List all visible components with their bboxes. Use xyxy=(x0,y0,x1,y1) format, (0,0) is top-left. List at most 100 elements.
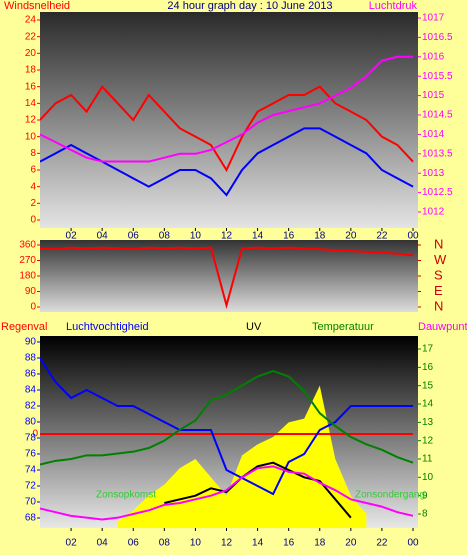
y-tick-label: 270 xyxy=(19,255,36,266)
x-tick-label: 12 xyxy=(221,538,233,549)
x-tick-label: 22 xyxy=(376,231,388,242)
x-tick-label: 00 xyxy=(407,231,419,242)
plot-area xyxy=(40,357,414,528)
x-tick-label: 08 xyxy=(159,538,171,549)
x-tick-label: 04 xyxy=(97,538,109,549)
series-label: Luchtvochtigheid xyxy=(66,321,149,333)
x-tick-label: 20 xyxy=(345,538,357,549)
y-tick-label: 68 xyxy=(25,513,37,524)
y-tick-label: 86 xyxy=(25,369,37,380)
x-tick-label: 20 xyxy=(345,231,357,242)
x-tick-label: 06 xyxy=(128,231,140,242)
y2-tick-label: S xyxy=(434,267,443,282)
y-tick-label: 12 xyxy=(25,115,37,126)
x-tick-label: 14 xyxy=(252,538,264,549)
line xyxy=(40,246,414,310)
series-label: UV xyxy=(246,321,262,333)
y2-tick-label: 14 xyxy=(422,399,434,410)
y2-tick-label: 8 xyxy=(422,509,428,520)
plot-area xyxy=(40,246,414,310)
x-tick-label: 02 xyxy=(66,538,78,549)
y2-tick-label: 1016 xyxy=(422,51,445,62)
y-tick-label: 90 xyxy=(25,337,37,348)
y2-tick-label: 13 xyxy=(422,417,434,428)
series-label: Luchtdruk xyxy=(369,0,418,12)
y2-tick-label: N xyxy=(434,236,443,251)
y-tick-label: 74 xyxy=(25,465,37,476)
series-label: Regenval xyxy=(1,321,47,333)
x-tick-label: 10 xyxy=(190,538,202,549)
y-tick-label: 20 xyxy=(25,48,37,59)
line xyxy=(164,461,352,519)
y-tick-label: 0 xyxy=(30,302,36,313)
line xyxy=(40,357,413,496)
series-label: Dauwpunt xyxy=(418,321,467,333)
y2-tick-label: E xyxy=(434,283,443,298)
chart-title: 24 hour graph day : 10 June 2013 xyxy=(167,0,332,12)
x-tick-label: 12 xyxy=(221,231,233,242)
x-tick-label: 00 xyxy=(407,538,419,549)
y-tick-label: 180 xyxy=(19,271,36,282)
y-tick-label: 90 xyxy=(25,286,37,297)
annotation: Zonsopkomst xyxy=(96,490,156,501)
y2-tick-label: 1014.5 xyxy=(422,110,453,121)
line xyxy=(40,465,414,521)
y2-tick-label: 11 xyxy=(422,454,433,465)
x-tick-label: 10 xyxy=(190,231,202,242)
y-tick-label: 14 xyxy=(25,98,37,109)
y2-tick-label: 1014 xyxy=(422,129,445,140)
y2-tick-label: 1013.5 xyxy=(422,148,453,159)
y-tick-label: 70 xyxy=(25,497,37,508)
line xyxy=(40,85,414,173)
x-tick-label: 06 xyxy=(128,538,140,549)
x-tick-label: 16 xyxy=(283,231,295,242)
y-tick-label: 18 xyxy=(25,65,37,76)
area xyxy=(117,385,367,528)
y-tick-label: 72 xyxy=(25,481,37,492)
y2-tick-label: 16 xyxy=(422,362,434,373)
y-tick-label: 2 xyxy=(30,198,36,209)
y-tick-label: 80 xyxy=(25,417,37,428)
y2-tick-label: 1012 xyxy=(422,207,445,218)
x-tick-label: 14 xyxy=(252,231,264,242)
x-tick-label: 02 xyxy=(66,231,78,242)
x-tick-label: 04 xyxy=(97,231,109,242)
y2-tick-label: 17 xyxy=(422,344,434,355)
x-tick-label: 22 xyxy=(376,538,388,549)
y2-tick-label: N xyxy=(434,298,443,313)
y2-tick-label: 15 xyxy=(422,380,434,391)
y-tick-label: 88 xyxy=(25,353,37,364)
y2-tick-label: 1016.5 xyxy=(422,32,453,43)
y2-tick-label: 1013 xyxy=(422,168,445,179)
y2-tick-label: 9 xyxy=(422,490,428,501)
y2-tick-label: 12 xyxy=(422,435,434,446)
y2-tick-label: 1017 xyxy=(422,13,445,24)
plot-bg xyxy=(40,12,418,228)
y-tick-label: 82 xyxy=(25,401,37,412)
y2-tick-label: 1015.5 xyxy=(422,71,453,82)
y-tick-label: 78 xyxy=(25,433,37,444)
y-tick-label: 10 xyxy=(25,131,37,142)
y2-tick-label: 10 xyxy=(422,472,434,483)
series-label: Temperatuur xyxy=(312,321,374,333)
y2-tick-label: 1012.5 xyxy=(422,187,453,198)
x-tick-label: 08 xyxy=(159,231,171,242)
y-tick-label: 84 xyxy=(25,385,37,396)
y-tick-label: 16 xyxy=(25,81,37,92)
y-tick-label: 22 xyxy=(25,31,37,42)
y-tick-label: 360 xyxy=(19,240,36,251)
x-tick-label: 18 xyxy=(314,538,326,549)
x-tick-label: 18 xyxy=(314,231,326,242)
annotation: Zonsondergang xyxy=(355,490,425,501)
y-tick-label: 24 xyxy=(25,15,37,26)
y-tick-label: 4 xyxy=(30,181,36,192)
y-tick-label: 0 xyxy=(30,215,36,226)
line xyxy=(40,55,413,163)
rain-tick-label: 0 xyxy=(32,429,38,440)
y-tick-label: 6 xyxy=(30,165,36,176)
series-label: Windsnelheid xyxy=(4,0,70,12)
x-tick-label: 16 xyxy=(283,538,295,549)
y-tick-label: 8 xyxy=(30,148,36,159)
plot-area xyxy=(40,55,414,197)
